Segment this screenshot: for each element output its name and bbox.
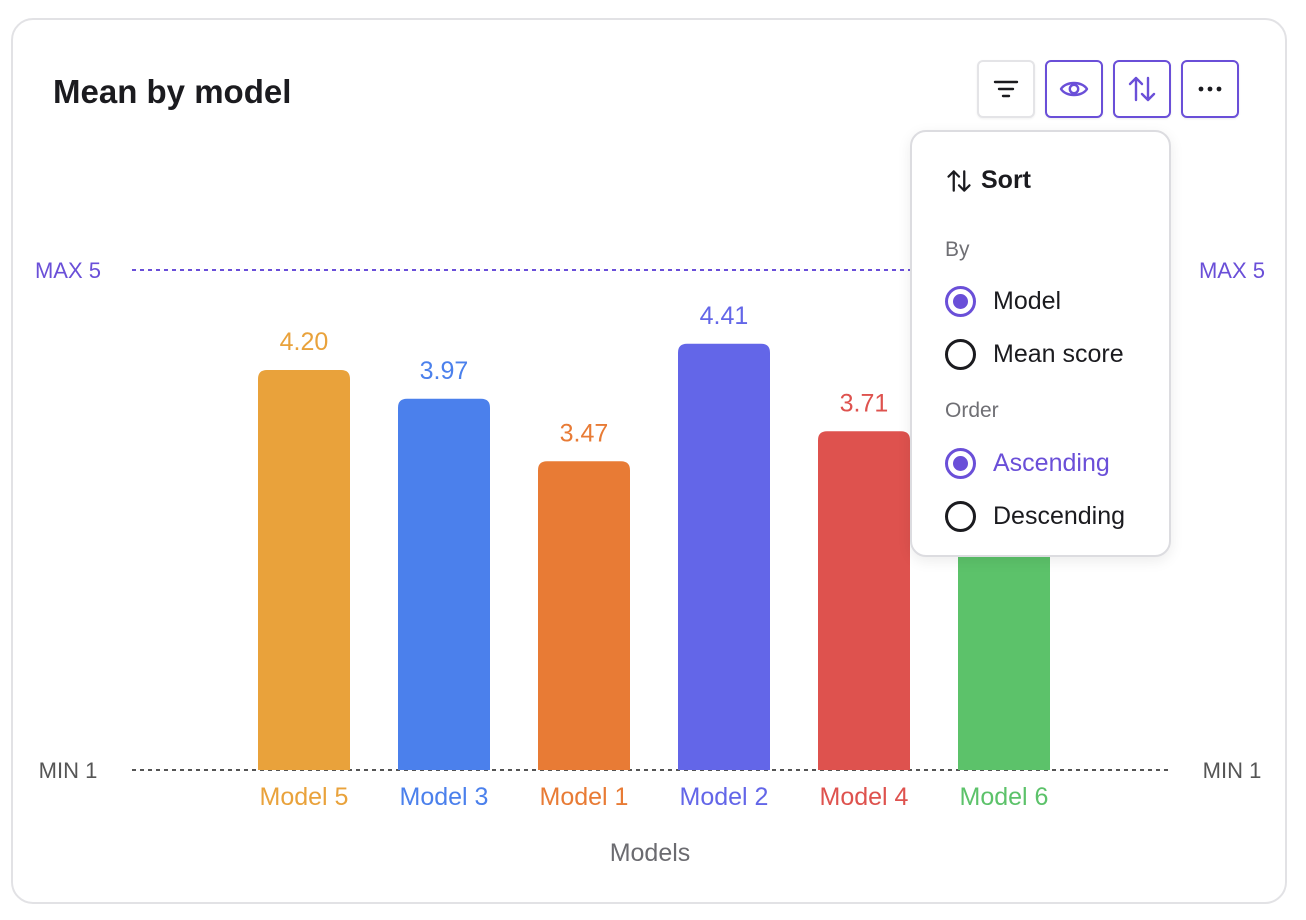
sort-order-descending-option[interactable]: Descending bbox=[945, 499, 1125, 533]
max-label-left: MAX 5 bbox=[35, 258, 101, 283]
min-label-left: MIN 1 bbox=[39, 758, 98, 783]
x-tick-label: Model 6 bbox=[960, 783, 1049, 811]
chart-title: Mean by model bbox=[53, 73, 292, 110]
value-label: 4.20 bbox=[280, 328, 329, 356]
radio-selected-icon bbox=[945, 447, 976, 479]
bar-model-1 bbox=[538, 461, 630, 770]
more-options-button[interactable] bbox=[1181, 60, 1239, 118]
sort-icon bbox=[947, 169, 971, 192]
filter-button[interactable] bbox=[977, 60, 1035, 118]
value-label: 4.41 bbox=[700, 302, 749, 330]
max-label-right: MAX 5 bbox=[1199, 258, 1265, 283]
x-axis-title: Models bbox=[610, 839, 691, 867]
filter-icon bbox=[993, 80, 1019, 98]
sort-by-label: By bbox=[945, 238, 970, 261]
sort-by-model-option[interactable]: Model bbox=[945, 284, 1061, 318]
x-tick-label: Model 4 bbox=[820, 783, 909, 811]
bar-model-2 bbox=[678, 343, 770, 770]
value-label: 3.47 bbox=[560, 419, 609, 447]
sort-icon bbox=[1128, 76, 1156, 102]
sort-menu: Sort By Model Mean score Order Ascending… bbox=[910, 130, 1171, 557]
visibility-button[interactable] bbox=[1045, 60, 1103, 118]
sort-order-ascending-option[interactable]: Ascending bbox=[945, 446, 1110, 480]
value-label: 3.97 bbox=[420, 357, 469, 385]
eye-icon bbox=[1059, 81, 1089, 97]
bar-model-5 bbox=[258, 370, 350, 770]
min-label-right: MIN 1 bbox=[1203, 758, 1262, 783]
bar-model-3 bbox=[398, 398, 490, 770]
x-tick-label: Model 1 bbox=[540, 783, 629, 811]
radio-selected-icon bbox=[945, 285, 976, 317]
value-label: 3.71 bbox=[840, 389, 889, 417]
x-tick-label: Model 3 bbox=[400, 783, 489, 811]
sort-button[interactable] bbox=[1113, 60, 1171, 118]
x-tick-label: Model 2 bbox=[680, 783, 769, 811]
radio-unselected-icon bbox=[945, 500, 976, 532]
bar-model-4 bbox=[818, 431, 910, 770]
more-icon bbox=[1198, 86, 1222, 92]
sort-menu-header: Sort bbox=[945, 166, 1031, 195]
sort-menu-title: Sort bbox=[981, 166, 1031, 194]
sort-order-label: Order bbox=[945, 399, 999, 422]
radio-unselected-icon bbox=[945, 338, 976, 370]
x-tick-label: Model 5 bbox=[260, 783, 349, 811]
sort-by-mean-score-option[interactable]: Mean score bbox=[945, 337, 1124, 371]
